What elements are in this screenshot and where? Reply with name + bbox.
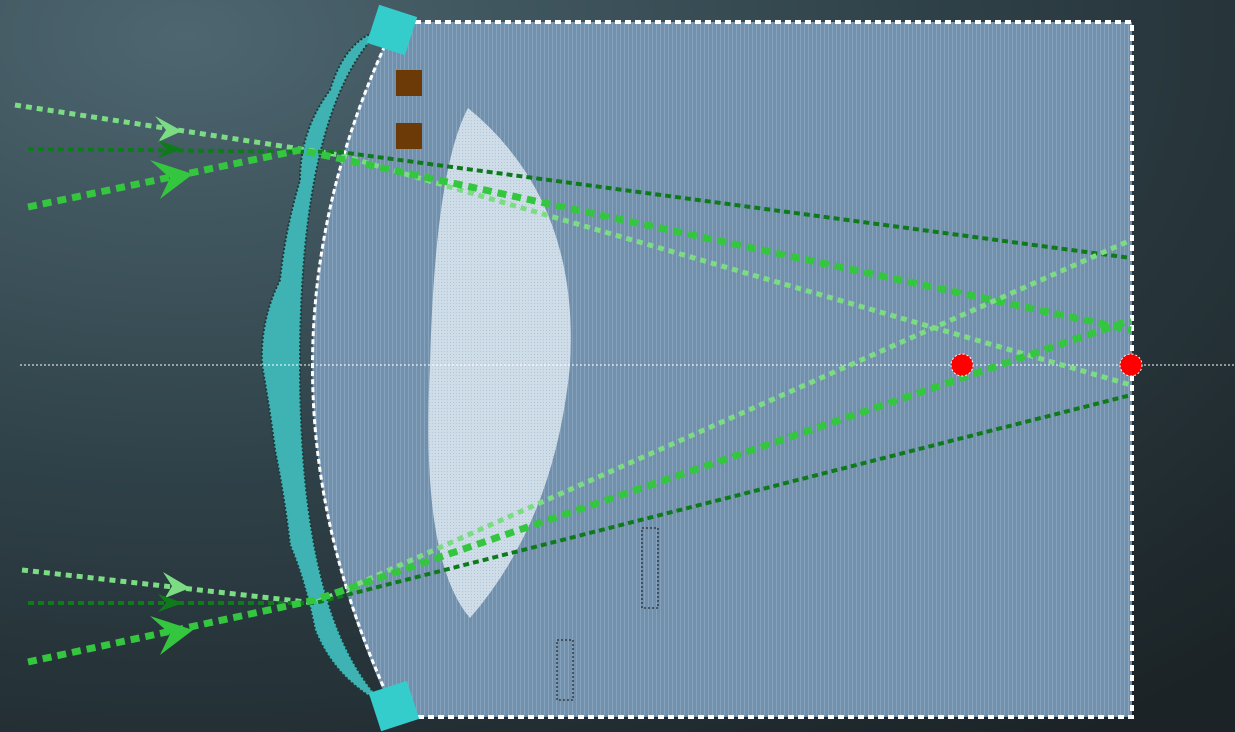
- handle[interactable]: [368, 680, 420, 732]
- tear-film: [260, 27, 386, 706]
- block[interactable]: [396, 70, 422, 96]
- marker[interactable]: [641, 527, 659, 609]
- arrowhead: [150, 160, 193, 199]
- cornea: [311, 23, 397, 713]
- arrowhead: [158, 140, 183, 158]
- ray: [28, 393, 1132, 605]
- block[interactable]: [396, 123, 422, 149]
- ray: [27, 146, 1132, 334]
- marker[interactable]: [556, 639, 574, 701]
- arrowhead: [158, 594, 183, 612]
- arrowhead: [155, 116, 182, 142]
- rays-top: [14, 102, 1132, 388]
- arrowhead: [163, 572, 190, 598]
- handle[interactable]: [366, 4, 418, 56]
- focal-point[interactable]: [1119, 353, 1143, 377]
- arrowhead: [150, 616, 193, 655]
- ray: [27, 147, 1132, 260]
- rays-bottom: [21, 237, 1133, 666]
- ray: [27, 316, 1133, 666]
- focal-point[interactable]: [950, 353, 974, 377]
- lens: [428, 108, 571, 618]
